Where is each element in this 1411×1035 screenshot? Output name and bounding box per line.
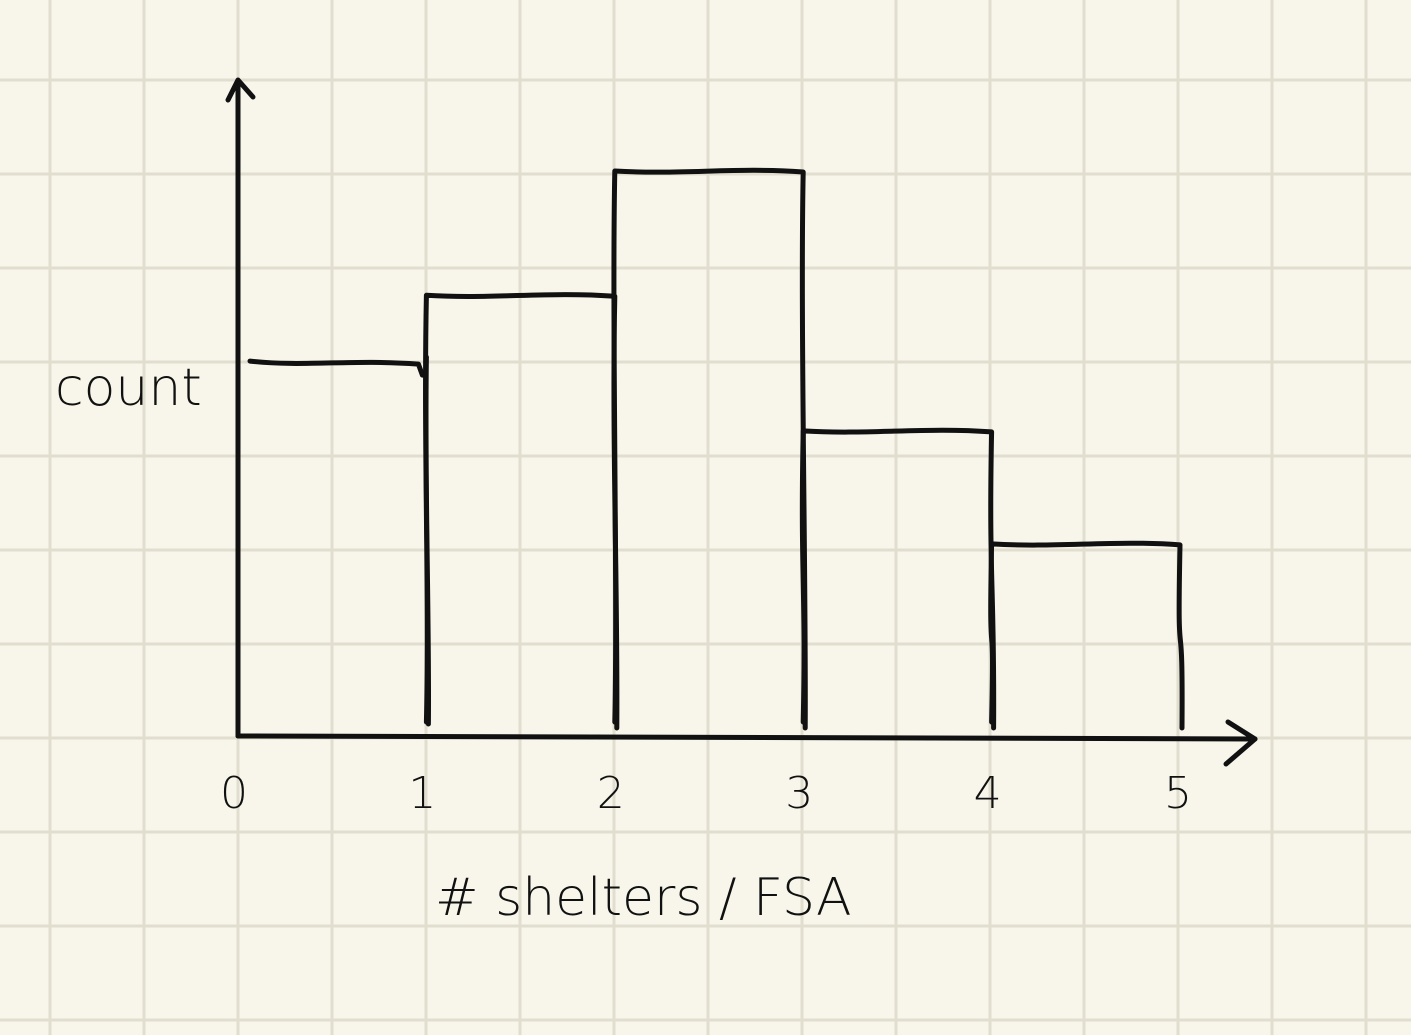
x-tick-label: 3 [785,768,813,819]
x-axis-arrowhead [1223,719,1258,767]
x-axis [235,733,1258,742]
x-axis-label: # shelters / FSA [435,868,852,928]
x-tick-labels: 0 1 2 3 4 5 [220,768,1192,819]
y-axis-arrowhead [225,77,256,103]
x-tick-label: 1 [408,768,436,819]
y-axis-label: count [55,358,202,418]
x-tick-label: 4 [974,768,1002,819]
histogram-bars [247,167,1185,731]
histogram-bar [799,427,997,731]
x-tick-label: 0 [220,768,248,819]
histogram-bar [247,358,425,378]
x-tick-label: 2 [597,768,625,819]
x-tick-label: 5 [1164,768,1192,819]
histogram-bar [988,540,1185,731]
